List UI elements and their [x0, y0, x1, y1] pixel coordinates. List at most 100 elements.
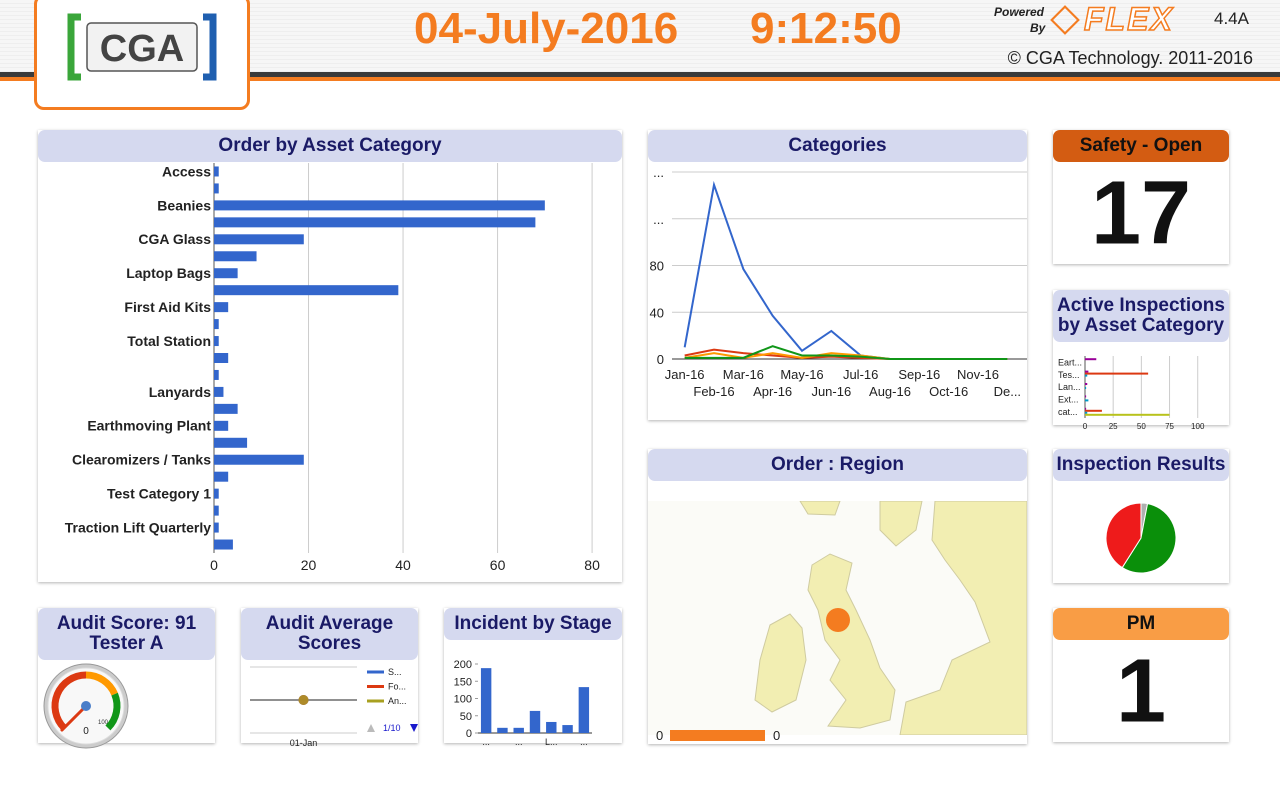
x-tick-label: 80: [584, 557, 600, 573]
bar: [214, 369, 219, 380]
gauge-band: [51, 671, 87, 731]
logo-plate: [86, 22, 198, 72]
header-band: [0, 72, 1280, 77]
x-tick-label: Nov-16: [957, 367, 999, 382]
y-tick-label: Clearomizers / Tanks: [72, 452, 211, 468]
x-tick-label: Apr-16: [753, 384, 792, 399]
x-tick-label: 60: [490, 557, 506, 573]
header-accent: [0, 77, 1280, 81]
card-title: Categories: [648, 130, 1027, 162]
page-prev: [367, 724, 375, 732]
scale-min: 0: [656, 728, 663, 743]
y-tick-label: 0: [466, 728, 472, 740]
bar: [214, 505, 219, 516]
card: Categories: [648, 130, 1027, 420]
date: 04-July-2016: [414, 4, 679, 53]
time: 9:12:50: [750, 4, 902, 53]
map-land: [879, 501, 923, 547]
x-tick-label: ...: [482, 737, 490, 747]
card-title: PM: [1053, 608, 1229, 640]
card-title: Audit Score: 91 Tester A: [38, 608, 215, 660]
x-tick-label: L...: [545, 737, 558, 747]
bar: [214, 302, 229, 313]
gauge-value: 0: [83, 726, 89, 737]
bar: [1085, 413, 1170, 416]
pie-slice: [1121, 503, 1177, 574]
x-tick-label: Sep-16: [898, 367, 940, 382]
scale-max: 0: [773, 728, 780, 743]
bar: [214, 386, 224, 397]
brand: FLEX: [1083, 0, 1174, 38]
card-title: Order by Asset Category: [38, 130, 622, 162]
y-tick-label: ...: [653, 212, 664, 227]
bar: [214, 200, 545, 211]
legend-label: An...: [388, 696, 407, 706]
logo-box: CGA: [34, 0, 250, 110]
point: [298, 695, 309, 705]
gauge-max-label: 100: [98, 720, 109, 726]
card-title: Inspection Results: [1053, 449, 1229, 481]
pie-slice: [1105, 502, 1142, 569]
card: Safety - Open: [1053, 130, 1229, 264]
y-tick-label: 40: [650, 305, 664, 320]
y-tick-label: Eart...: [1058, 357, 1082, 367]
bar: [214, 336, 219, 347]
bar: [214, 217, 536, 228]
y-tick-label: 80: [650, 259, 664, 274]
map-land: [807, 553, 896, 729]
x-tick-label: 01-Jan: [290, 738, 318, 748]
x-tick-label: 0: [1083, 422, 1088, 431]
bar: [1085, 411, 1088, 414]
gauge-needle: [60, 704, 88, 732]
card-title: Active Inspections by Asset Category: [1053, 290, 1229, 342]
page-next: [410, 724, 418, 732]
bar: [214, 183, 219, 194]
y-tick-label: ...: [653, 165, 664, 180]
bar: [1085, 374, 1088, 377]
x-tick-label: 20: [301, 557, 317, 573]
version: 4.4A: [1214, 9, 1249, 28]
card-title: Safety - Open: [1053, 130, 1229, 162]
y-tick-label: Ext...: [1058, 395, 1079, 405]
card-title: Order : Region: [648, 449, 1027, 481]
x-tick-label: 25: [1109, 422, 1118, 431]
gauge-band: [105, 692, 121, 731]
bar: [214, 539, 233, 550]
logo-bracket: [67, 13, 81, 81]
bar: [546, 721, 557, 733]
bar: [214, 471, 229, 482]
x-tick-label: 0: [210, 557, 218, 573]
x-tick-label: 75: [1165, 422, 1174, 431]
bar: [1085, 399, 1089, 402]
bar: [214, 454, 304, 465]
y-tick-label: Tes...: [1058, 370, 1080, 380]
y-tick-label: Earthmoving Plant: [87, 418, 211, 434]
bar: [1085, 407, 1087, 410]
series-line: [684, 345, 1008, 360]
bar: [1085, 395, 1087, 398]
bar: [214, 488, 219, 499]
y-tick-label: 50: [460, 711, 472, 723]
bar: [214, 319, 219, 330]
bar: [578, 687, 590, 733]
bar: [214, 437, 248, 448]
card: Incident by Stage: [444, 608, 622, 743]
bar: [214, 251, 257, 262]
pagination: 1/10: [383, 723, 401, 733]
y-tick-label: 150: [454, 676, 472, 688]
x-tick-label: Feb-16: [693, 384, 734, 399]
map-land: [799, 501, 841, 516]
bar: [513, 727, 524, 733]
bar: [480, 668, 492, 733]
x-tick-label: 100: [1191, 422, 1205, 431]
y-tick-label: 0: [657, 352, 664, 367]
x-tick-label: Jan-16: [665, 367, 705, 382]
y-tick-label: Traction Lift Quarterly: [65, 519, 211, 535]
y-tick-label: 200: [454, 659, 472, 671]
bar: [214, 353, 229, 363]
bar: [214, 234, 304, 245]
y-tick-label: Lanyards: [149, 384, 211, 400]
y-tick-label: cat...: [1058, 407, 1078, 417]
map-land: [754, 613, 807, 713]
